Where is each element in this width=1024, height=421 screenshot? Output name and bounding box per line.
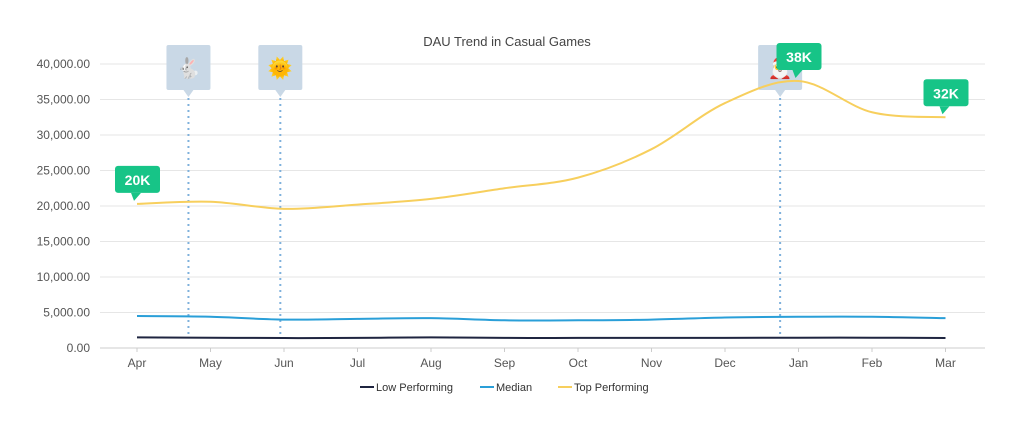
legend-label: Median [496,382,532,394]
x-tick-label: Apr [128,356,147,370]
y-tick-label: 25,000.00 [37,164,91,178]
legend-label: Top Performing [574,382,649,394]
x-tick-label: Nov [641,356,662,370]
legend-item[interactable]: Low Performing [360,382,453,394]
callout-label: 20K [115,165,160,201]
x-tick-label: Oct [569,356,588,370]
svg-text:20K: 20K [125,172,151,188]
x-tick-label: Aug [420,356,441,370]
legend-item[interactable]: Top Performing [558,382,649,394]
y-tick-label: 5,000.00 [43,306,90,320]
x-tick-label: Dec [714,356,735,370]
legend-item[interactable]: Median [480,382,532,394]
svg-text:32K: 32K [933,85,959,101]
rabbit-icon: 🐇 [166,45,211,97]
legend-label: Low Performing [376,382,453,394]
callout-label: 32K [923,79,969,115]
legend: Low Performing Median Top Performing [360,382,649,394]
x-axis: Apr May Jun Jul Aug Sep Oct Nov Dec Jan Feb Mar [128,348,956,370]
sun-icon: 🌞 [258,45,303,97]
series-lines [136,80,946,340]
x-tick-label: Feb [862,356,883,370]
y-tick-label: 20,000.00 [37,199,91,213]
x-tick-label: Jul [350,356,365,370]
x-tick-label: Mar [935,356,956,370]
svg-text:🐇: 🐇 [176,56,201,80]
x-tick-label: May [199,356,222,370]
gridlines [100,63,985,349]
x-tick-label: Sep [494,356,516,370]
chart-title: DAU Trend in Casual Games [423,34,591,49]
series-line-median [136,315,946,322]
svg-text:🌞: 🌞 [268,56,293,80]
y-tick-label: 35,000.00 [37,93,91,107]
series-line-top-performing [136,80,946,210]
x-tick-label: Jan [789,356,808,370]
y-tick-label: 30,000.00 [37,128,91,142]
callouts: 20K 38K 32K [115,43,969,201]
y-tick-label: 0.00 [67,341,91,355]
svg-text:38K: 38K [786,49,812,65]
y-tick-label: 15,000.00 [37,235,91,249]
callout-label: 38K [776,43,822,79]
y-axis: 0.00 5,000.00 10,000.00 15,000.00 20,000.00 2… [37,57,91,355]
x-tick-label: Jun [274,356,293,370]
y-tick-label: 40,000.00 [37,57,91,71]
y-tick-label: 10,000.00 [37,270,91,284]
series-line-low-performing [136,336,946,340]
